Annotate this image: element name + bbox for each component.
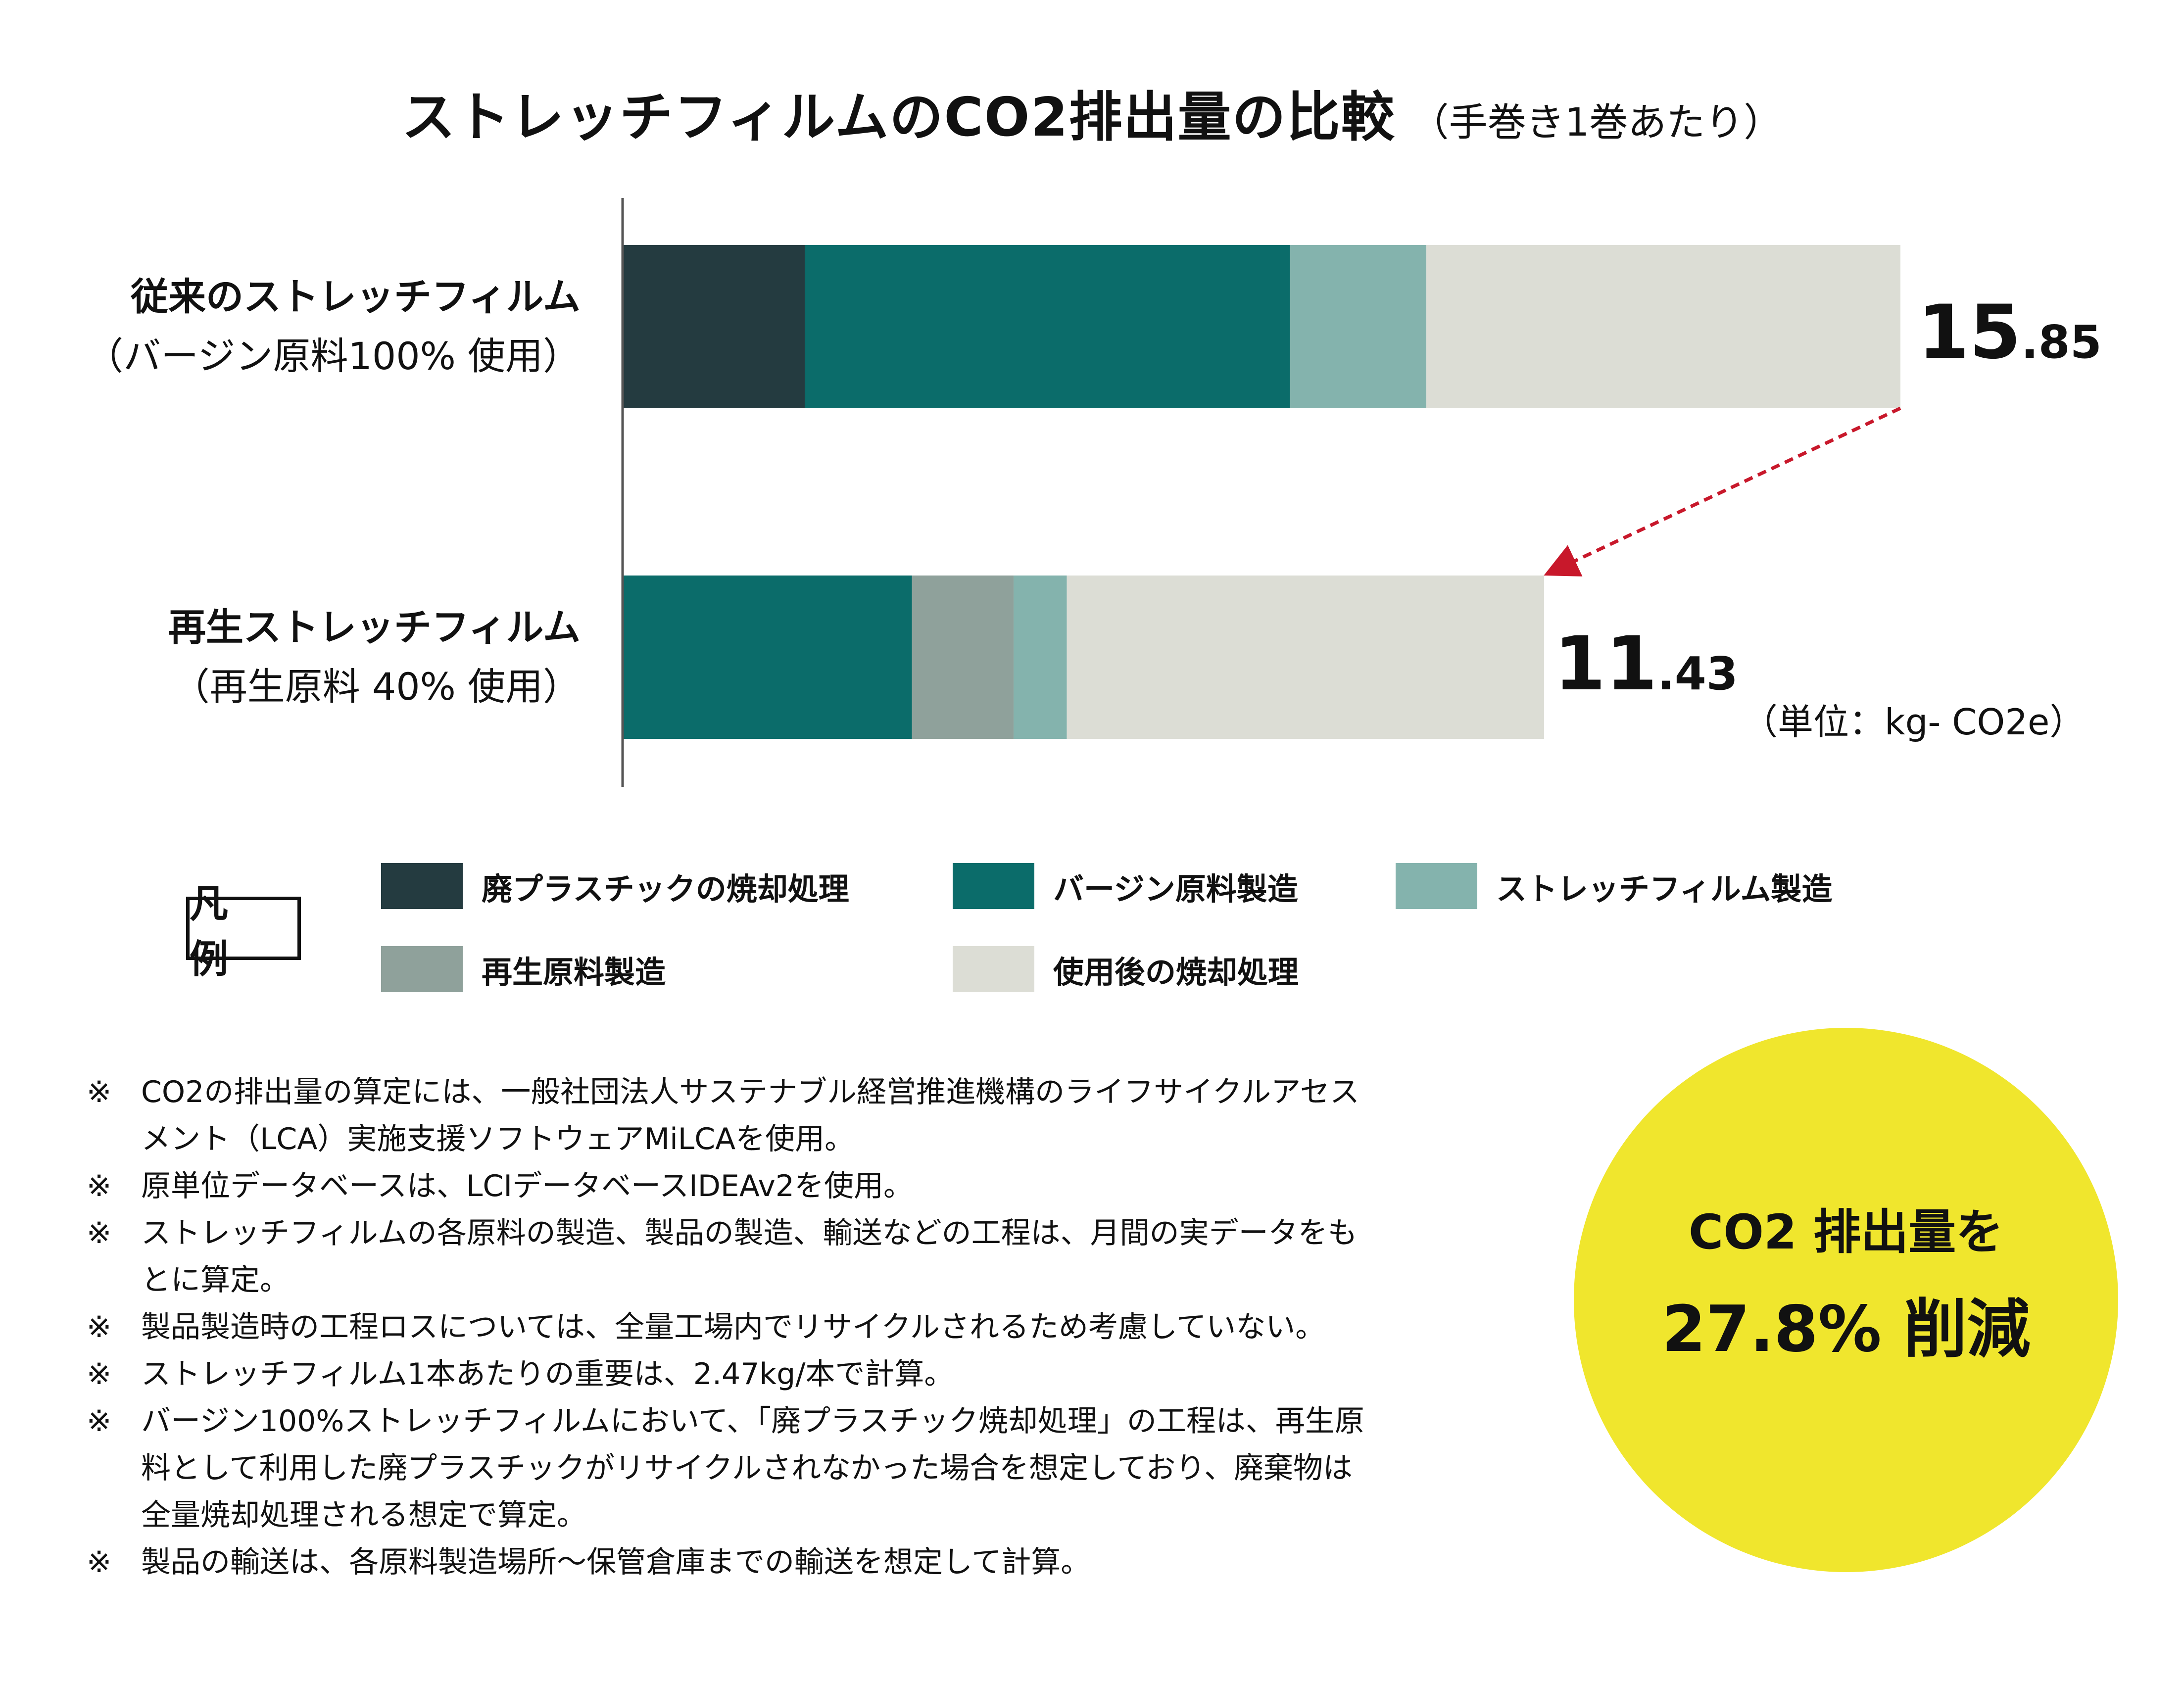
footnote-item: ※ 原単位データベースは、LCIデータベースIDEAv2を使用。: [87, 1163, 1547, 1210]
bar-segment-0-0: [623, 245, 805, 408]
footnote-line: 原単位データベースは、LCIデータベースIDEAv2を使用。: [141, 1169, 914, 1203]
footnote-item: ※ 製品の輸送は、各原料製造場所〜保管倉庫までの輸送を想定して計算。: [87, 1539, 1547, 1586]
legend-item-post-use-incineration: 使用後の焼却処理: [953, 946, 1299, 992]
legend-label: 使用後の焼却処理: [1053, 954, 1299, 990]
footnote-text: 原単位データベースは、LCIデータベースIDEAv2を使用。: [141, 1163, 913, 1210]
stacked-bar-chart: [621, 198, 1901, 787]
footnote-line: ストレッチフィルムの各原料の製造、製品の製造、輸送などの工程は、月間の実データを…: [141, 1216, 1358, 1250]
footnote-text: 製品製造時の工程ロスについては、全量工場内でリサイクルされるため考慮していない。: [141, 1304, 1325, 1351]
legend-swatch: [953, 946, 1034, 992]
bar-segment-1-4: [1067, 576, 1544, 739]
total-label-recycled: 11.43: [1554, 621, 1738, 707]
category-label-conventional-note: （バージン原料100% 使用）: [86, 334, 581, 378]
reduction-callout: CO2 排出量を 27.8% 削減: [1574, 1028, 2118, 1572]
chart-title-sub: （手巻き1巻あたり）: [1410, 100, 1783, 145]
legend-swatch: [381, 863, 463, 909]
legend-label: バージン原料製造: [1053, 870, 1298, 907]
footnote-text: CO2の排出量の算定には、一般社団法人サステナブル経営推進機構のライフサイクルア…: [141, 1069, 1359, 1163]
category-label-recycled-note: （再生原料 40% 使用）: [172, 665, 581, 709]
footnote-item: ※ ストレッチフィルムの各原料の製造、製品の製造、輸送などの工程は、月間の実データ…: [87, 1210, 1547, 1304]
footnote-mark: ※: [87, 1357, 112, 1392]
category-label-conventional-name: 従来のストレッチフィルム: [131, 275, 581, 319]
footnote-line: ストレッチフィルム1本あたりの重要は、2.47kg/本で計算。: [141, 1357, 954, 1392]
footnotes: ※ CO2の排出量の算定には、一般社団法人サステナブル経営推進機構のライフサイクル…: [87, 1069, 1547, 1586]
legend-swatch: [953, 863, 1034, 909]
footnote-mark: ※: [87, 1216, 112, 1250]
footnote-mark: ※: [87, 1075, 112, 1109]
callout-line1: CO2 排出量を: [1688, 1204, 2004, 1260]
legend-swatch: [381, 946, 463, 992]
footnote-line: とに算定。: [141, 1263, 290, 1297]
total-dec: .43: [1657, 647, 1738, 700]
legend-item-waste-plastic-incineration: 廃プラスチックの焼却処理: [381, 863, 849, 909]
legend-title: 凡 例: [186, 882, 301, 982]
legend-item-virgin-material: バージン原料製造: [953, 863, 1298, 909]
legend-swatch: [1396, 863, 1477, 909]
footnote-item: ※ ストレッチフィルム1本あたりの重要は、2.47kg/本で計算。: [87, 1351, 1547, 1398]
footnote-item: ※ CO2の排出量の算定には、一般社団法人サステナブル経営推進機構のライフサイクル…: [87, 1069, 1547, 1163]
total-label-conventional: 15.85: [1918, 289, 2102, 376]
footnote-item: ※ 製品製造時の工程ロスについては、全量工場内でリサイクルされるため考慮していない…: [87, 1304, 1547, 1351]
reduction-arrow: [1544, 406, 1901, 576]
legend-label: ストレッチフィルム製造: [1496, 870, 1833, 907]
footnote-text: ストレッチフィルム1本あたりの重要は、2.47kg/本で計算。: [141, 1351, 954, 1398]
footnote-line: CO2の排出量の算定には、一般社団法人サステナブル経営推進機構のライフサイクルア…: [141, 1075, 1359, 1109]
callout-line2: 27.8% 削減: [1661, 1293, 2031, 1366]
legend-item-film-manufacturing: ストレッチフィルム製造: [1396, 863, 1833, 909]
bar-segment-0-3: [1290, 245, 1427, 408]
chart-title-main: ストレッチフィルムのCO2排出量の比較: [401, 87, 1396, 148]
footnote-text: ストレッチフィルムの各原料の製造、製品の製造、輸送などの工程は、月間の実データを…: [141, 1210, 1358, 1304]
footnote-item: ※ バージン100%ストレッチフィルムにおいて、「廃プラスチック焼却処理」の工程は…: [87, 1398, 1547, 1539]
chart-title: ストレッチフィルムのCO2排出量の比較 （手巻き1巻あたり）: [0, 74, 2184, 151]
legend-label: 廃プラスチックの焼却処理: [482, 870, 849, 907]
category-label-recycled-name: 再生ストレッチフィルム: [168, 605, 581, 649]
footnote-line: 全量焼却処理される想定で算定。: [141, 1498, 586, 1533]
total-dec: .85: [2021, 316, 2102, 369]
bars-group: [623, 245, 1900, 739]
footnote-line: バージン100%ストレッチフィルムにおいて、「廃プラスチック焼却処理」の工程は、…: [141, 1404, 1364, 1439]
total-int: 15: [1918, 289, 2021, 376]
footnote-mark: ※: [87, 1169, 112, 1203]
footnote-text: バージン100%ストレッチフィルムにおいて、「廃プラスチック焼却処理」の工程は、…: [141, 1398, 1364, 1539]
footnote-mark: ※: [87, 1310, 112, 1345]
legend-label: 再生原料製造: [482, 954, 666, 990]
footnote-mark: ※: [87, 1404, 112, 1439]
legend-item-recycled-material: 再生原料製造: [381, 946, 666, 992]
bar-segment-1-1: [623, 576, 912, 739]
category-label-recycled: 再生ストレッチフィルム （再生原料 40% 使用）: [168, 598, 581, 717]
footnote-text: 製品の輸送は、各原料製造場所〜保管倉庫までの輸送を想定して計算。: [141, 1539, 1090, 1586]
unit-label: （単位：kg- CO2e）: [1742, 701, 2086, 743]
bar-segment-1-2: [912, 576, 1014, 739]
footnote-line: 製品の輸送は、各原料製造場所〜保管倉庫までの輸送を想定して計算。: [141, 1545, 1091, 1580]
footnote-line: 製品製造時の工程ロスについては、全量工場内でリサイクルされるため考慮していない。: [141, 1310, 1325, 1345]
bar-segment-1-3: [1014, 576, 1067, 739]
bar-segment-0-4: [1426, 245, 1900, 408]
category-label-conventional: 従来のストレッチフィルム （バージン原料100% 使用）: [86, 267, 581, 386]
footnote-mark: ※: [87, 1545, 112, 1580]
bar-segment-0-1: [805, 245, 1290, 408]
total-int: 11: [1554, 621, 1657, 707]
footnote-line: メント（LCA）実施支援ソフトウェアMiLCAを使用。: [141, 1122, 855, 1156]
footnote-line: 料として利用した廃プラスチックがリサイクルされなかった場合を想定しており、廃棄物…: [141, 1451, 1353, 1486]
